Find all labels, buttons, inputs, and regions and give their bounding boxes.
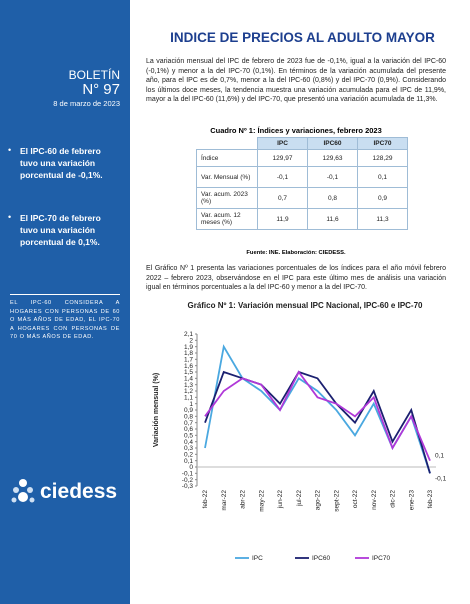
table-cell: Var. acum. 2023 (%) (196, 187, 258, 209)
bullet-dot: • (8, 212, 12, 222)
bullet-dot: • (8, 145, 12, 155)
paragraph: El Gráfico Nº 1 presenta las variaciones… (146, 265, 446, 292)
bulletin-label: BOLETÍN (68, 68, 120, 82)
sidebar: BOLETÍN N° 97 8 de marzo de 2023 • El IP… (0, 0, 130, 604)
x-tick-label: nov-22 (371, 490, 378, 510)
logo-icon (11, 479, 35, 503)
x-tick-label: sept-22 (333, 490, 340, 512)
y-tick-label: 0 (189, 464, 193, 471)
table-cell: 128,29 (357, 149, 408, 167)
table-header: IPC70 (357, 137, 408, 150)
table-caption: Cuadro Nº 1: Índices y variaciones, febr… (210, 126, 382, 135)
y-tick-label: 1,5 (184, 369, 193, 376)
table-row: Índice 129,97 129,63 128,29 (196, 149, 408, 167)
table-cell: Var. Mensual (%) (196, 166, 258, 188)
table-cell: 129,97 (257, 149, 308, 167)
x-tick-label: abr-22 (240, 490, 247, 509)
table-cell: Var. acum. 12 meses (%) (196, 208, 258, 230)
table-cell: 11,3 (357, 208, 408, 230)
series-line (204, 370, 431, 462)
bullet: El IPC-60 de febrero tuvo una variación … (20, 146, 103, 180)
table-header: IPC (257, 137, 308, 150)
y-tick-label: 0,4 (184, 439, 193, 446)
table: IPC IPC60 IPC70 Índice 129,97 129,63 128,29 Va… (196, 137, 408, 230)
y-tick-label: 2,1 (184, 331, 193, 338)
x-tick-label: oct-22 (352, 490, 359, 508)
table-cell: 11,6 (307, 208, 358, 230)
data-label: -0,1 (435, 475, 447, 482)
y-tick-label: 0,2 (184, 452, 193, 459)
y-tick-label: 0,1 (184, 458, 193, 465)
y-tick-label: 0,3 (184, 445, 193, 452)
bulletin-number: N° 97 (82, 81, 120, 98)
x-tick-label: ene-23 (408, 490, 415, 511)
x-tick-label: may-22 (258, 490, 265, 512)
x-tick-label: mar-22 (221, 490, 228, 511)
x-tick-label: jul-22 (296, 490, 303, 507)
y-tick-label: 2 (189, 338, 193, 345)
bulletin-date: 8 de marzo de 2023 (53, 99, 120, 108)
x-tick-label: feb-22 (202, 490, 209, 509)
y-tick-label: 1 (189, 401, 193, 408)
y-tick-label: 0,7 (184, 420, 193, 427)
y-tick-label: 1,2 (184, 388, 193, 395)
x-tick-label: feb-23 (427, 490, 434, 509)
y-tick-label: 1,1 (184, 395, 193, 402)
y-tick-label: 1,8 (184, 350, 193, 357)
table-cell: Índice (196, 149, 258, 167)
y-tick-label: -0,3 (182, 483, 194, 490)
table-cell: 129,63 (307, 149, 358, 167)
y-tick-label: 1,9 (184, 344, 193, 351)
note-box: EL IPC-60 CONSIDERA A HOGARES CON PERSON… (10, 294, 120, 342)
y-tick-label: 0,6 (184, 426, 193, 433)
table-header: IPC60 (307, 137, 358, 150)
bullet: El IPC-70 de febrero tuvo una variación … (20, 213, 101, 247)
table-cell: -0,1 (257, 166, 308, 188)
x-tick-label: ago-22 (315, 490, 322, 511)
page-title: INDICE DE PRECIOS AL ADULTO MAYOR (170, 30, 435, 45)
table-row: Var. Mensual (%) -0,1 -0,1 0,1 (196, 166, 408, 188)
table-row: Var. acum. 2023 (%) 0,7 0,8 0,9 (196, 187, 408, 209)
y-tick-label: 0,8 (184, 414, 193, 421)
table-cell: 0,8 (307, 187, 358, 209)
table-cell: 0,1 (357, 166, 408, 188)
data-label: 0,1 (435, 453, 444, 460)
table-cell: 0,9 (357, 187, 408, 209)
y-tick-label: 0,5 (184, 433, 193, 440)
table-cell: 0,7 (257, 187, 308, 209)
x-tick-label: dic-22 (390, 490, 397, 508)
legend-label: IPC60 (312, 555, 330, 562)
legend-label: IPC (252, 555, 263, 562)
y-tick-label: 1,4 (184, 376, 193, 383)
chart: Gráfico Nº 1: Variación mensual IPC Naci… (153, 301, 447, 562)
x-tick-label: jun-22 (277, 490, 284, 509)
table-row: Var. acum. 12 meses (%) 11,9 11,6 11,3 (196, 208, 408, 230)
table-cell: 11,9 (257, 208, 308, 230)
series-line (204, 344, 431, 474)
y-tick-label: 1,6 (184, 363, 193, 370)
legend-label: IPC70 (372, 555, 390, 562)
y-tick-label: -0,1 (182, 471, 194, 478)
paragraph: La variación mensual del IPC de febrero … (146, 58, 446, 104)
y-tick-label: -0,2 (182, 477, 194, 484)
y-axis-title: Variación mensual (%) (153, 373, 160, 447)
table-cell: -0,1 (307, 166, 358, 188)
chart-title: Gráfico Nº 1: Variación mensual IPC Naci… (187, 301, 423, 310)
logo-text: ciedess (40, 480, 118, 503)
y-tick-label: 1,7 (184, 357, 193, 364)
table-source: Fuente: INE. Elaboración: CIEDESS. (246, 250, 346, 256)
y-tick-label: 1,3 (184, 382, 193, 389)
series-line (204, 370, 431, 474)
y-tick-label: 0,9 (184, 407, 193, 414)
